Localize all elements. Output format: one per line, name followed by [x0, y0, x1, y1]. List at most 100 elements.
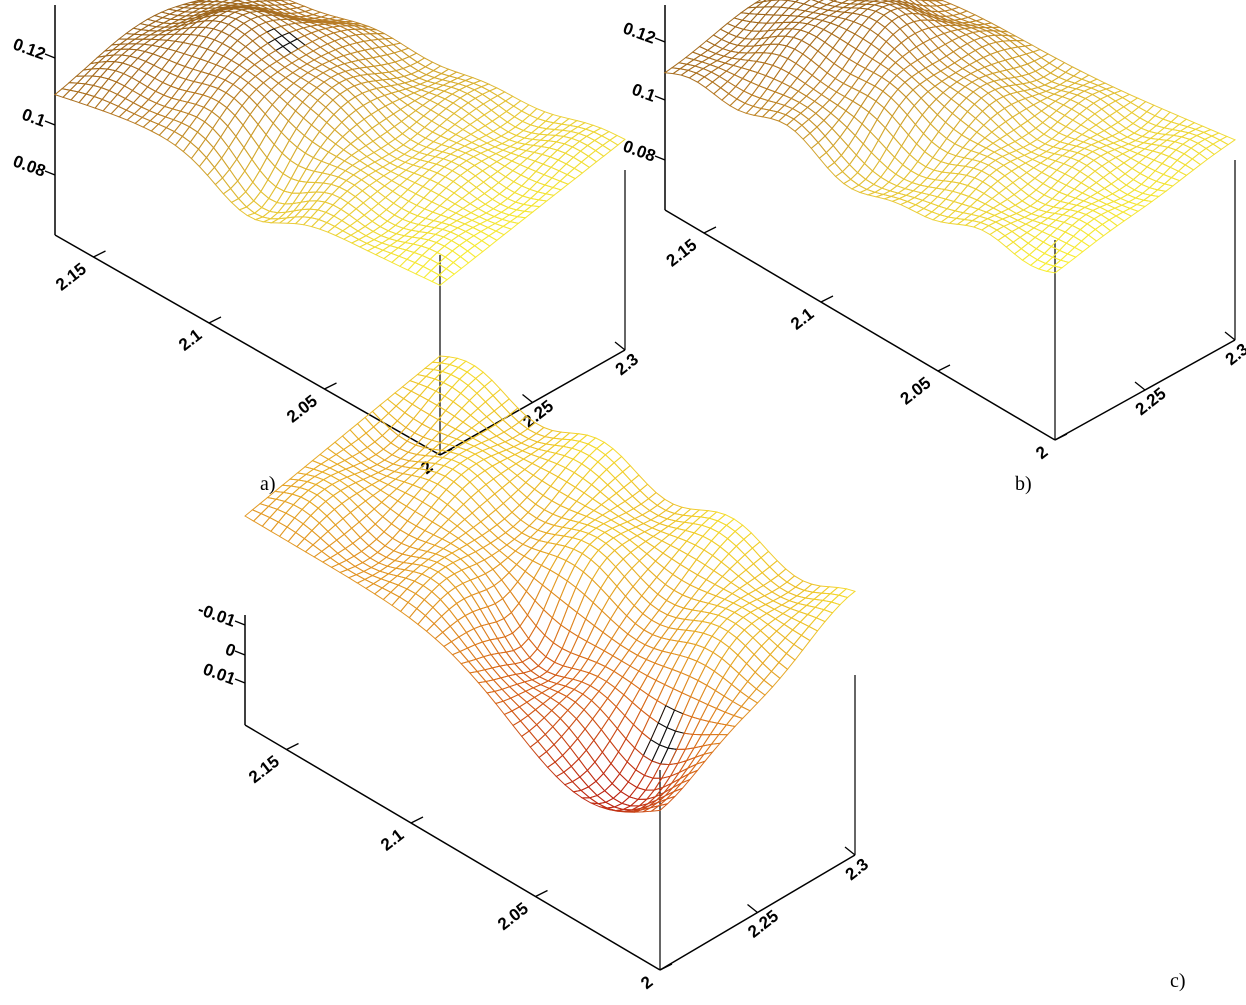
surface-cell [503, 426, 522, 439]
surface-cell [374, 516, 393, 533]
surface-cell [989, 229, 1006, 241]
surface-cell [417, 137, 435, 148]
x-tick [439, 448, 453, 456]
z-tick-label: 0 [223, 640, 238, 661]
surface-cell [1069, 152, 1087, 162]
surface-cell [549, 691, 568, 704]
surface-cell [1035, 241, 1053, 255]
surface-cell [456, 223, 475, 232]
surface-cell [763, 591, 782, 602]
surface-cell [614, 471, 633, 488]
surface-cell [762, 580, 781, 593]
x-tick-label: 2 [637, 972, 656, 993]
surface-cell [380, 143, 397, 155]
surface-cell [498, 187, 516, 200]
surface-cell [245, 52, 263, 66]
surface-cell [966, 177, 984, 190]
surface-cell [954, 68, 972, 79]
surface-cell [459, 457, 478, 470]
surface-cell [442, 86, 461, 95]
surface-cell [582, 685, 600, 702]
surface-cell [863, 151, 881, 172]
surface-cell [970, 77, 989, 88]
surface-cell [754, 662, 773, 681]
surface-cell [615, 486, 634, 502]
surface-cell [345, 555, 364, 567]
surface-cell [1092, 155, 1110, 167]
surface-cell [462, 414, 481, 429]
surface-cell [725, 518, 744, 533]
surface-cell [566, 167, 584, 180]
surface-cell [267, 165, 284, 188]
surface-cell [478, 219, 497, 229]
surface-cell [516, 468, 535, 484]
surface-cell [443, 386, 462, 403]
surface-cell [889, 74, 906, 90]
surface-cell [869, 20, 886, 36]
surface-cell [454, 488, 472, 505]
surface-cell [277, 77, 295, 91]
surface-cell [512, 442, 532, 452]
surface-cell [334, 136, 352, 151]
surface-cell [606, 686, 625, 708]
surface-cell [560, 432, 580, 441]
surface-cell [312, 46, 330, 57]
surface-cell [223, 59, 241, 73]
surface-cell [467, 97, 485, 110]
surface-cell [588, 447, 607, 463]
x-tick [703, 226, 717, 234]
surface-cell [729, 561, 747, 577]
surface-cell [253, 58, 271, 72]
surface-cell [710, 531, 729, 548]
surface-cell [1087, 170, 1105, 184]
surface-cell [722, 664, 740, 686]
surface-cell [658, 727, 677, 749]
surface-cell [447, 511, 466, 527]
surface-cell [551, 490, 569, 507]
surface-cell [472, 80, 490, 88]
surface-cell [370, 562, 389, 572]
surface-cell [616, 714, 635, 740]
surface-cell [1035, 182, 1052, 196]
surface-cell [413, 96, 431, 106]
surface-cell [229, 39, 247, 54]
surface-cell [333, 208, 350, 222]
surface-cell [314, 72, 333, 83]
surface-cell [349, 123, 366, 139]
surface-cell [1132, 172, 1150, 185]
surface-cell [415, 265, 432, 279]
surface-cell [676, 618, 695, 631]
surface-cell [449, 83, 468, 91]
surface-cell [1086, 159, 1103, 172]
surface-cell [285, 504, 303, 519]
surface-cell [1015, 209, 1033, 218]
surface-cell [298, 63, 316, 74]
surface-cell [302, 107, 320, 126]
surface-cell [453, 186, 471, 200]
surface-cell [784, 107, 802, 120]
surface-cell [1102, 171, 1120, 185]
surface-cell [764, 6, 782, 16]
surface-cell [356, 214, 374, 228]
surface-cell [270, 82, 288, 98]
panel-label-c: c) [1170, 970, 1186, 992]
surface-cell [1000, 144, 1018, 154]
surface-cell [333, 106, 350, 123]
surface-cell [307, 483, 326, 496]
surface-cell [841, 163, 859, 180]
surface-cell [454, 421, 473, 435]
surface-cell [1178, 118, 1196, 128]
x-tick [93, 250, 106, 258]
surface-cell [568, 500, 587, 514]
surface-cell [601, 510, 620, 521]
surface-cell [503, 160, 521, 172]
surface-cell [372, 226, 390, 237]
surface-cell [1050, 180, 1068, 193]
surface-cell [357, 432, 376, 449]
surface-cell [868, 100, 885, 121]
surface-cell [919, 78, 936, 93]
surface-cell [1081, 187, 1099, 198]
surface-cell [738, 582, 757, 595]
x-tick [410, 816, 424, 824]
surface-cell [1210, 132, 1229, 141]
